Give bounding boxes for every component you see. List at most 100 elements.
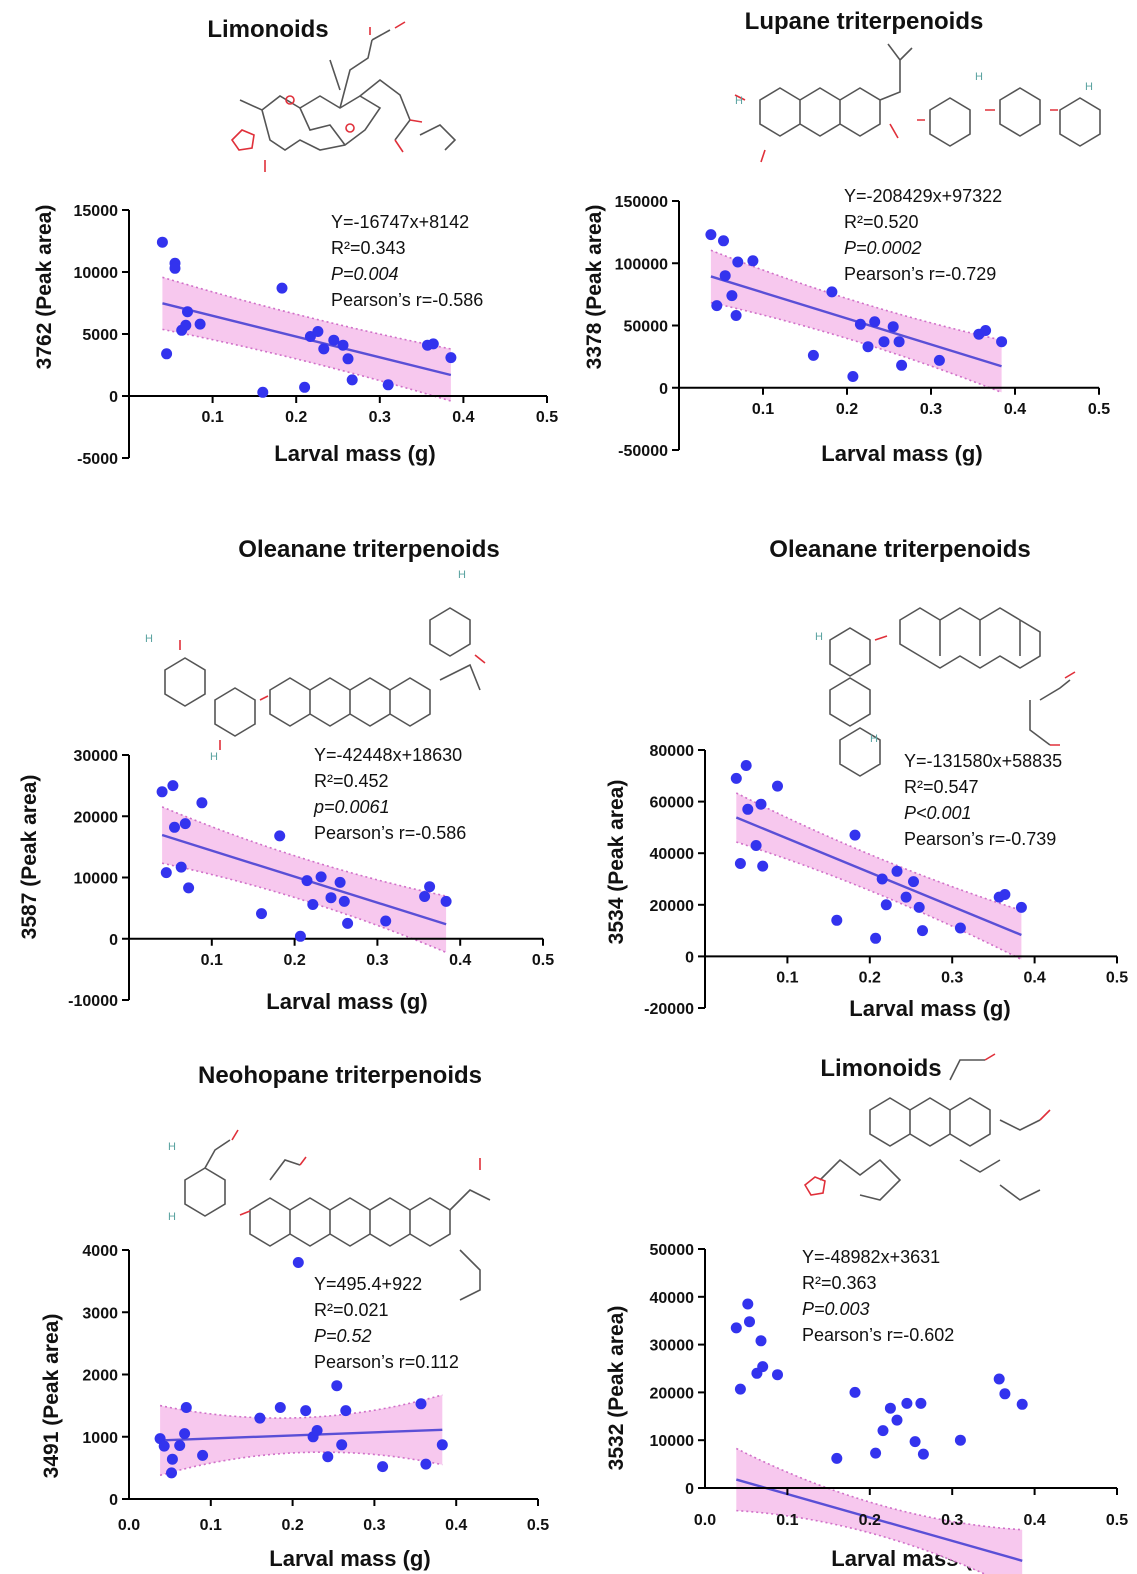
- stats-annotation: Y=-131580x+58835 R²=0.547 P<0.001 Pearso…: [904, 751, 1062, 849]
- data-point: [849, 829, 861, 841]
- data-point: [180, 1402, 192, 1413]
- data-point: [179, 818, 191, 830]
- svg-text:H: H: [145, 633, 153, 645]
- p-value: P=0.0002: [844, 238, 922, 258]
- data-point: [847, 371, 859, 382]
- x-axis-label: Larval mass (g): [274, 441, 435, 466]
- x-tick-label: 0.1: [752, 401, 774, 418]
- y-tick-label: 150000: [615, 194, 668, 211]
- data-point: [877, 1425, 889, 1437]
- data-point: [870, 1447, 882, 1459]
- data-point: [254, 1412, 266, 1424]
- confidence-band-upper: [159, 1394, 443, 1419]
- svg-text:H: H: [168, 1211, 176, 1223]
- data-point: [175, 861, 187, 873]
- stats-annotation: Y=-48982x+3631 R²=0.363 P=0.003 Pearson’…: [802, 1247, 954, 1345]
- chart-panel-4: Neohopane triterpenoids Larval mass (g) …: [40, 1062, 482, 1571]
- data-point: [180, 319, 192, 331]
- data-point: [338, 895, 350, 907]
- x-tick-label: 0.4: [1004, 401, 1026, 418]
- confidence-band-lower: [736, 1509, 987, 1574]
- data-point: [913, 901, 925, 913]
- data-point: [993, 1373, 1005, 1385]
- data-point: [730, 310, 742, 321]
- confidence-band-upper: [161, 806, 447, 897]
- data-point: [719, 270, 731, 282]
- data-point: [257, 386, 269, 398]
- data-point: [179, 1428, 191, 1440]
- data-point: [307, 899, 319, 910]
- data-point: [915, 1397, 927, 1409]
- data-point: [730, 1322, 742, 1334]
- svg-text:H: H: [870, 733, 878, 745]
- plot-area-1: -50000 0 50000 100000 150000 0.1 0.2 0.3 0.4 0.5: [615, 194, 1111, 460]
- structure-lupane: H H H: [734, 43, 1101, 163]
- p-value: P=0.52: [314, 1326, 372, 1346]
- data-point: [870, 932, 882, 944]
- pearson-r: Pearson’s r=-0.586: [331, 290, 483, 310]
- data-point: [334, 876, 346, 888]
- x-tick-label: 0.2: [285, 409, 307, 426]
- y-tick-label: 60000: [650, 795, 695, 812]
- data-point: [876, 873, 888, 885]
- data-point: [160, 867, 172, 879]
- svg-text:H: H: [1085, 81, 1093, 93]
- regression-line: [160, 1428, 443, 1442]
- x-tick-label: 0.5: [1106, 1512, 1128, 1529]
- svg-text:H: H: [458, 569, 466, 581]
- x-tick-label: 0.0: [694, 1512, 716, 1529]
- data-point: [318, 343, 330, 355]
- data-point: [734, 858, 746, 869]
- data-point: [730, 772, 742, 784]
- y-tick-label: 40000: [650, 846, 695, 863]
- x-tick-label: 0.2: [836, 401, 858, 418]
- svg-text:H: H: [975, 71, 983, 83]
- data-point: [274, 830, 286, 842]
- chart-title: Neohopane triterpenoids: [198, 1062, 482, 1089]
- x-tick-label: 0.1: [201, 409, 223, 426]
- chart-title: Oleanane triterpenoids: [769, 536, 1030, 563]
- x-tick-label: 0.5: [1088, 401, 1110, 418]
- data-point: [440, 895, 452, 907]
- x-tick-label: 0.1: [200, 1517, 222, 1534]
- p-value: P=0.003: [802, 1299, 870, 1319]
- data-point: [718, 235, 729, 247]
- y-tick-label: 0: [109, 1492, 118, 1509]
- data-point: [445, 352, 457, 364]
- data-point: [340, 1405, 352, 1417]
- regression-equation: Y=-208429x+97322: [844, 186, 1002, 206]
- plot-area-2: -10000 0 10000 20000 30000 0.1 0.2 0.3 0.4 0.5: [68, 748, 554, 1010]
- y-tick-label: 1000: [82, 1430, 118, 1447]
- data-point: [705, 229, 717, 241]
- data-point: [331, 1380, 343, 1392]
- structure-oleanane-right: H H: [815, 607, 1076, 777]
- x-axis-label: Larval mass (g): [849, 996, 1010, 1021]
- confidence-band-upper: [162, 276, 452, 350]
- data-point: [256, 908, 267, 920]
- data-point: [424, 881, 436, 893]
- chart-title: Lupane triterpenoids: [745, 8, 984, 35]
- y-tick-label: -5000: [77, 451, 118, 468]
- confidence-band-lower: [736, 841, 1022, 961]
- data-point: [917, 925, 928, 937]
- svg-text:H: H: [815, 631, 823, 643]
- y-tick-label: 0: [109, 932, 118, 949]
- x-tick-label: 0.3: [941, 1512, 963, 1529]
- chart-panel-0: Limonoids Larval mass (g) 3762 (Peak are…: [33, 16, 483, 466]
- data-point: [744, 1316, 755, 1328]
- r-squared: R²=0.363: [802, 1273, 877, 1293]
- data-point: [884, 1402, 896, 1414]
- svg-text:H: H: [735, 95, 743, 107]
- data-point: [183, 882, 195, 894]
- y-tick-label: 10000: [74, 265, 119, 282]
- data-point: [156, 786, 168, 798]
- plot-area-0: -5000 0 5000 10000 15000 0.1 0.2 0.3 0.4 0.5: [74, 203, 559, 468]
- data-point: [917, 1448, 929, 1460]
- confidence-band: [736, 1448, 1023, 1574]
- data-point: [169, 262, 181, 274]
- data-point: [315, 871, 327, 883]
- regression-equation: Y=-131580x+58835: [904, 751, 1062, 771]
- x-tick-label: 0.4: [452, 409, 474, 426]
- y-tick-label: 100000: [615, 256, 668, 273]
- data-point: [274, 1402, 286, 1413]
